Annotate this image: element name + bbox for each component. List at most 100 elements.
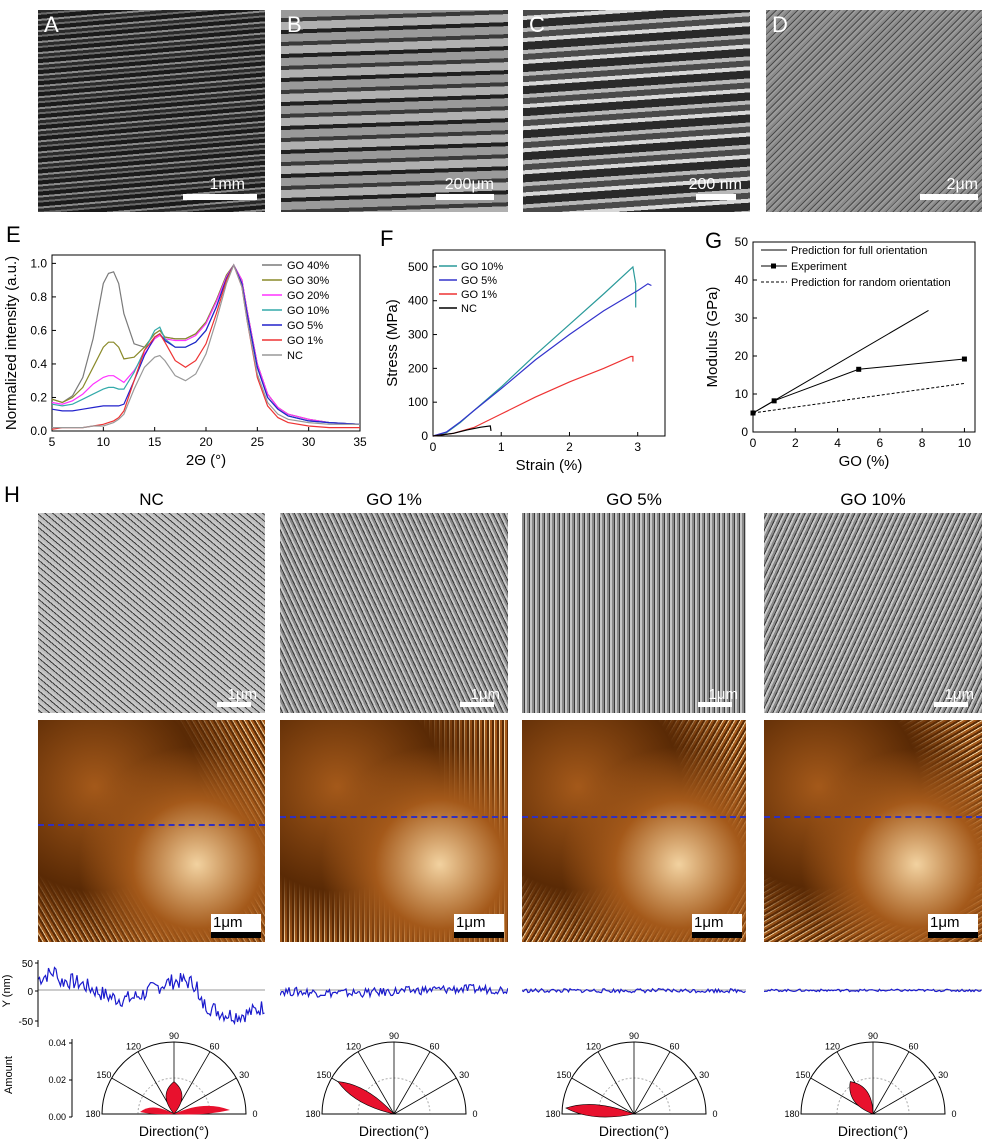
profile-y-tick-label: 0 xyxy=(27,987,33,998)
x-tick-label: 3 xyxy=(634,440,641,454)
orientation-lobe xyxy=(565,1104,636,1118)
afm-image: 1μm xyxy=(522,720,746,942)
amount-tick-label: 0.04 xyxy=(48,1038,66,1048)
y-tick-label: 0 xyxy=(741,425,748,439)
amount-tick-label: 0.00 xyxy=(48,1112,66,1122)
x-tick-label: 0 xyxy=(430,440,437,454)
polar-tick-label: 150 xyxy=(556,1070,571,1080)
y-tick-label: 500 xyxy=(408,260,428,274)
afm-scalebar-bg: 1μm xyxy=(454,914,504,938)
x-tick-label: 10 xyxy=(97,435,111,449)
tem-scale-label: 1μm xyxy=(227,686,257,703)
micrograph-A-scalebar xyxy=(183,194,257,200)
polar-tick-label: 0 xyxy=(712,1109,717,1119)
polar-spoke xyxy=(110,1077,174,1115)
micrograph-B: B 200μm xyxy=(281,10,508,212)
tem-image: 1μm xyxy=(764,513,982,713)
afm-profile-line xyxy=(764,816,982,818)
x-axis-label: Strain (%) xyxy=(516,457,583,474)
amount-axis: 0.04 0.02 0.00 Amount xyxy=(3,1038,73,1122)
polar-spoke xyxy=(597,1051,635,1115)
polar-tick-label: 180 xyxy=(305,1109,320,1119)
polar-tick-label: 60 xyxy=(669,1041,679,1051)
y-tick-label: 30 xyxy=(735,311,749,325)
y-tick-label: 40 xyxy=(735,273,749,287)
y-tick-label: 1.0 xyxy=(30,256,47,270)
polar-spoke xyxy=(357,1051,395,1115)
x-tick-label: 4 xyxy=(834,436,841,450)
orientation-lobe-secondary xyxy=(173,1105,230,1115)
chart-F-stress-strain: 0 1 2 3 0 100 200 300 400 500 Strain (%) Stress (MP… xyxy=(384,249,666,474)
polar-tick-label: 180 xyxy=(85,1109,100,1119)
profile-y-axis: 50 0 -50 Y (nm) xyxy=(1,959,39,1028)
micrograph-D-scalebar xyxy=(920,194,978,200)
polar-tick-label: 60 xyxy=(429,1041,439,1051)
orientation-polar-plot: 180 150 120 90 60 30 0 Direction(°) xyxy=(545,1031,717,1139)
legend-entry: GO 5% xyxy=(287,320,323,332)
y-tick-label: 0.6 xyxy=(30,323,47,337)
y-axis-label: Normalized intensity (a.u.) xyxy=(3,256,20,430)
micrograph-B-scalebar xyxy=(436,194,494,200)
polar-tick-label: 90 xyxy=(389,1031,399,1041)
orientation-lobe xyxy=(849,1081,874,1115)
tem-image: 1μm xyxy=(280,513,508,713)
orientation-lobe xyxy=(337,1081,395,1115)
polar-frame xyxy=(561,1041,707,1115)
orientation-lobe-secondary xyxy=(139,1107,174,1115)
series-line-nc xyxy=(432,425,492,437)
legend-entry: GO 5% xyxy=(461,275,497,287)
h-column-label: GO 5% xyxy=(606,490,662,509)
polar-spoke xyxy=(393,1077,457,1115)
profile-trace xyxy=(38,966,265,1026)
polar-tick-label: 30 xyxy=(239,1070,249,1080)
afm-scale-label: 1μm xyxy=(213,914,243,931)
y-axis-label: Stress (MPa) xyxy=(384,299,401,387)
polar-tick-label: 180 xyxy=(784,1109,799,1119)
legend-entry: GO 20% xyxy=(287,290,329,302)
afm-scalebar xyxy=(454,932,504,938)
polar-spoke xyxy=(571,1077,635,1115)
polar-tick-label: 180 xyxy=(545,1109,560,1119)
x-tick-label: 5 xyxy=(49,435,56,449)
y-tick-label: 0.4 xyxy=(30,357,47,371)
x-tick-label: 2 xyxy=(792,436,799,450)
series-line-go-1- xyxy=(51,263,360,430)
polar-axis-label: Direction(°) xyxy=(138,1123,208,1139)
amount-axis-label: Amount xyxy=(3,1056,15,1094)
afm-image: 1μm xyxy=(764,720,982,942)
afm-scalebar-bg: 1μm xyxy=(211,914,261,938)
x-tick-label: 6 xyxy=(877,436,884,450)
orientation-polar-plot: 180 150 120 90 60 30 0 Direction(°) xyxy=(784,1031,956,1139)
panel-letter-F: F xyxy=(380,226,394,251)
height-profile xyxy=(522,987,746,994)
x-tick-label: 0 xyxy=(750,436,757,450)
legend-entry: GO 10% xyxy=(287,305,329,317)
series-line-go-5- xyxy=(51,263,361,425)
polar-tick-label: 120 xyxy=(346,1041,361,1051)
micrograph-C: C 200 nm xyxy=(523,10,750,212)
afm-image: 1μm xyxy=(280,720,508,942)
plot-frame xyxy=(432,249,666,437)
y-tick-label: 0.2 xyxy=(30,390,47,404)
orientation-lobe xyxy=(165,1081,182,1115)
polar-tick-label: 120 xyxy=(586,1041,601,1051)
polar-frame xyxy=(800,1041,946,1115)
afm-scale-label: 1μm xyxy=(456,914,486,931)
x-tick-label: 2 xyxy=(566,440,573,454)
afm-scalebar-bg: 1μm xyxy=(928,914,978,938)
tem-scalebar xyxy=(460,702,494,707)
polar-frame xyxy=(321,1041,467,1115)
height-profile xyxy=(280,983,508,999)
x-tick-label: 15 xyxy=(148,435,162,449)
legend-entry: Prediction for random orientation xyxy=(791,277,951,289)
legend-entry: GO 10% xyxy=(461,261,503,273)
tem-scalebar xyxy=(698,702,732,707)
profile-y-tick-label: 50 xyxy=(22,959,34,970)
series-line-dashed xyxy=(752,382,965,414)
polar-tick-label: 120 xyxy=(825,1041,840,1051)
polar-tick-label: 0 xyxy=(951,1109,956,1119)
polar-spoke xyxy=(872,1077,936,1115)
series-line-go-1- xyxy=(432,355,634,437)
polar-spoke xyxy=(633,1051,671,1115)
chart-G-modulus: 0 2 4 6 8 10 0 10 20 30 40 50 GO (%) Modulus (GPa) Pre… xyxy=(704,235,976,470)
